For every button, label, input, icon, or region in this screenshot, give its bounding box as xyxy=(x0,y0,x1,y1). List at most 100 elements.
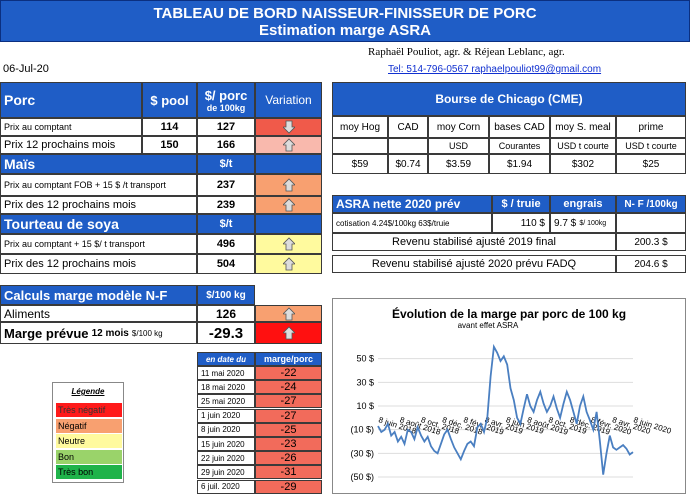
history-date: 15 juin 2020 xyxy=(197,437,255,451)
soya-row-12mois-variation xyxy=(255,254,322,274)
marge-prevue-sub: 12 mois xyxy=(91,327,129,339)
marge-prevue-row: Marge prévue 12 mois $/100 kg xyxy=(0,322,197,344)
soya-header: Tourteau de soya xyxy=(0,214,197,234)
calculs-header: Calculs marge modèle N-F xyxy=(0,285,197,305)
mais-row-comptant-label: Prix au comptant FOB + 15 $ /t transport xyxy=(0,174,197,196)
marge-prevue-value: -29.3 xyxy=(197,322,255,344)
asra-nf-empty xyxy=(616,213,686,233)
history-date: 1 juin 2020 xyxy=(197,408,255,423)
revenu-2019-label: Revenu stabilisé ajusté 2019 final xyxy=(332,233,616,251)
history-date: 6 juil. 2020 xyxy=(197,479,255,494)
chart-ytick: 10 $ xyxy=(356,401,374,411)
marge-prevue-variation xyxy=(255,322,322,344)
cme-header: moy Corn xyxy=(428,116,489,138)
history-value: -29 xyxy=(255,479,322,494)
chart-plot: 50 $30 $10 $(10 $)(30 $)(50 $)8 juin 201… xyxy=(350,343,673,482)
mais-row-12mois-variation xyxy=(255,196,322,214)
authors: Raphaël Pouliot, agr. & Réjean Leblanc, … xyxy=(368,46,565,58)
porc-row-12mois-label: Prix 12 prochains mois xyxy=(0,136,142,154)
chart-ytick: (10 $) xyxy=(350,425,374,435)
marge-chart: Évolution de la marge par porc de 100 kg… xyxy=(332,298,686,494)
cme-value: $302 xyxy=(550,154,616,174)
history-value: -25 xyxy=(255,422,322,437)
history-value: -24 xyxy=(255,380,322,395)
cme-value: $3.59 xyxy=(428,154,489,174)
mais-row-12mois-value: 239 xyxy=(197,196,255,214)
porc-col-porc-sub: de 100kg xyxy=(206,102,246,113)
legend-item: Bon xyxy=(56,449,122,464)
cme-header: CAD xyxy=(388,116,428,138)
porc-row-comptant-variation xyxy=(255,118,322,136)
cme-header: moy Hog xyxy=(332,116,388,138)
soya-row-12mois-label: Prix des 12 prochains mois xyxy=(0,254,197,274)
chart-subtitle: avant effet ASRA xyxy=(457,321,519,330)
history-date: 22 juin 2020 xyxy=(197,451,255,466)
history-date: 18 mai 2020 xyxy=(197,380,255,395)
soya-header-spacer xyxy=(255,214,322,234)
cme-unit: USD xyxy=(428,138,489,154)
mais-header: Maïs xyxy=(0,154,197,174)
soya-unit: $/t xyxy=(197,214,255,234)
chart-ytick: (30 $) xyxy=(350,448,374,458)
asra-col-truie: $ / truie xyxy=(492,195,550,213)
arrow-up-icon xyxy=(282,198,295,212)
contact-link[interactable]: Tel: 514-796-0567 raphaelpouliot99@gmail… xyxy=(388,64,602,75)
legend: Légende Très négatif Négatif Neutre Bon Très… xyxy=(52,382,124,483)
aliments-value: 126 xyxy=(197,305,255,322)
cme-unit xyxy=(388,138,428,154)
asra-col-engrais: engrais xyxy=(550,195,616,213)
arrow-up-icon xyxy=(282,237,295,251)
cme-unit xyxy=(332,138,388,154)
arrow-up-icon xyxy=(282,257,295,271)
mais-unit: $/t xyxy=(197,154,255,174)
cme-header: moy S. meal xyxy=(550,116,616,138)
soya-row-12mois-value: 504 xyxy=(197,254,255,274)
porc-header: Porc xyxy=(0,82,142,118)
legend-title: Légende xyxy=(71,387,105,396)
cme-title: Bourse de Chicago (CME) xyxy=(332,82,686,116)
legend-item: Neutre xyxy=(56,434,122,448)
history-date: 11 mai 2020 xyxy=(197,366,255,380)
arrow-up-icon xyxy=(282,306,295,320)
revenu-2020-value: 204.6 $ xyxy=(616,255,686,273)
legend-item: Très bon xyxy=(56,465,122,479)
cme-value: $25 xyxy=(616,154,686,174)
history-value: -26 xyxy=(255,451,322,466)
chart-ytick: 30 $ xyxy=(356,377,374,387)
revenu-2020-label: Revenu stabilisé ajusté 2020 prévu FADQ xyxy=(332,255,616,273)
aliments-variation xyxy=(255,305,322,322)
cme-unit: USD t courte xyxy=(616,138,686,154)
legend-item: Très négatif xyxy=(56,403,122,417)
porc-row-12mois-pool: 150 xyxy=(142,136,197,154)
marge-prevue-label: Marge prévue xyxy=(4,325,89,341)
history-value: -31 xyxy=(255,465,322,480)
porc-row-12mois-porc: 166 xyxy=(197,136,255,154)
dashboard-title: TABLEAU DE BORD NAISSEUR-FINISSEUR DE PO… xyxy=(0,0,690,42)
history-value: -27 xyxy=(255,394,322,409)
history-col-date: en date du xyxy=(197,352,255,366)
mais-header-spacer xyxy=(255,154,322,174)
asra-engrais-value: 9.7 $ xyxy=(554,217,577,229)
chart-xtick: 8 juin 2020 xyxy=(632,415,673,436)
porc-col-pool: $ pool xyxy=(142,82,197,118)
chart-series-line xyxy=(377,343,634,475)
porc-row-12mois-variation xyxy=(255,136,322,154)
cme-header: prime xyxy=(616,116,686,138)
arrow-down-icon xyxy=(282,120,295,134)
chart-ytick: 50 $ xyxy=(356,354,374,364)
chart-title: Évolution de la marge par porc de 100 kg xyxy=(391,307,627,321)
history-date: 25 mai 2020 xyxy=(197,394,255,409)
title-line-1: TABLEAU DE BORD NAISSEUR-FINISSEUR DE PO… xyxy=(153,5,537,22)
cme-value: $0.74 xyxy=(388,154,428,174)
porc-col-porc-label: $/ porc xyxy=(204,87,248,103)
title-line-2: Estimation marge ASRA xyxy=(259,22,431,39)
asra-cotisation-label: cotisation 4.24$/100kg 63$/truie xyxy=(332,213,492,233)
mais-row-12mois-label: Prix des 12 prochains mois xyxy=(0,196,197,214)
porc-row-comptant-porc: 127 xyxy=(197,118,255,136)
arrow-up-icon xyxy=(282,326,295,340)
mais-row-comptant-value: 237 xyxy=(197,174,255,196)
asra-engrais-cell: 9.7 $ $/ 100kg xyxy=(550,213,616,233)
cme-unit: USD t courte xyxy=(550,138,616,154)
asra-title: ASRA nette 2020 prév xyxy=(332,195,492,213)
revenu-2019-value: 200.3 $ xyxy=(616,233,686,251)
